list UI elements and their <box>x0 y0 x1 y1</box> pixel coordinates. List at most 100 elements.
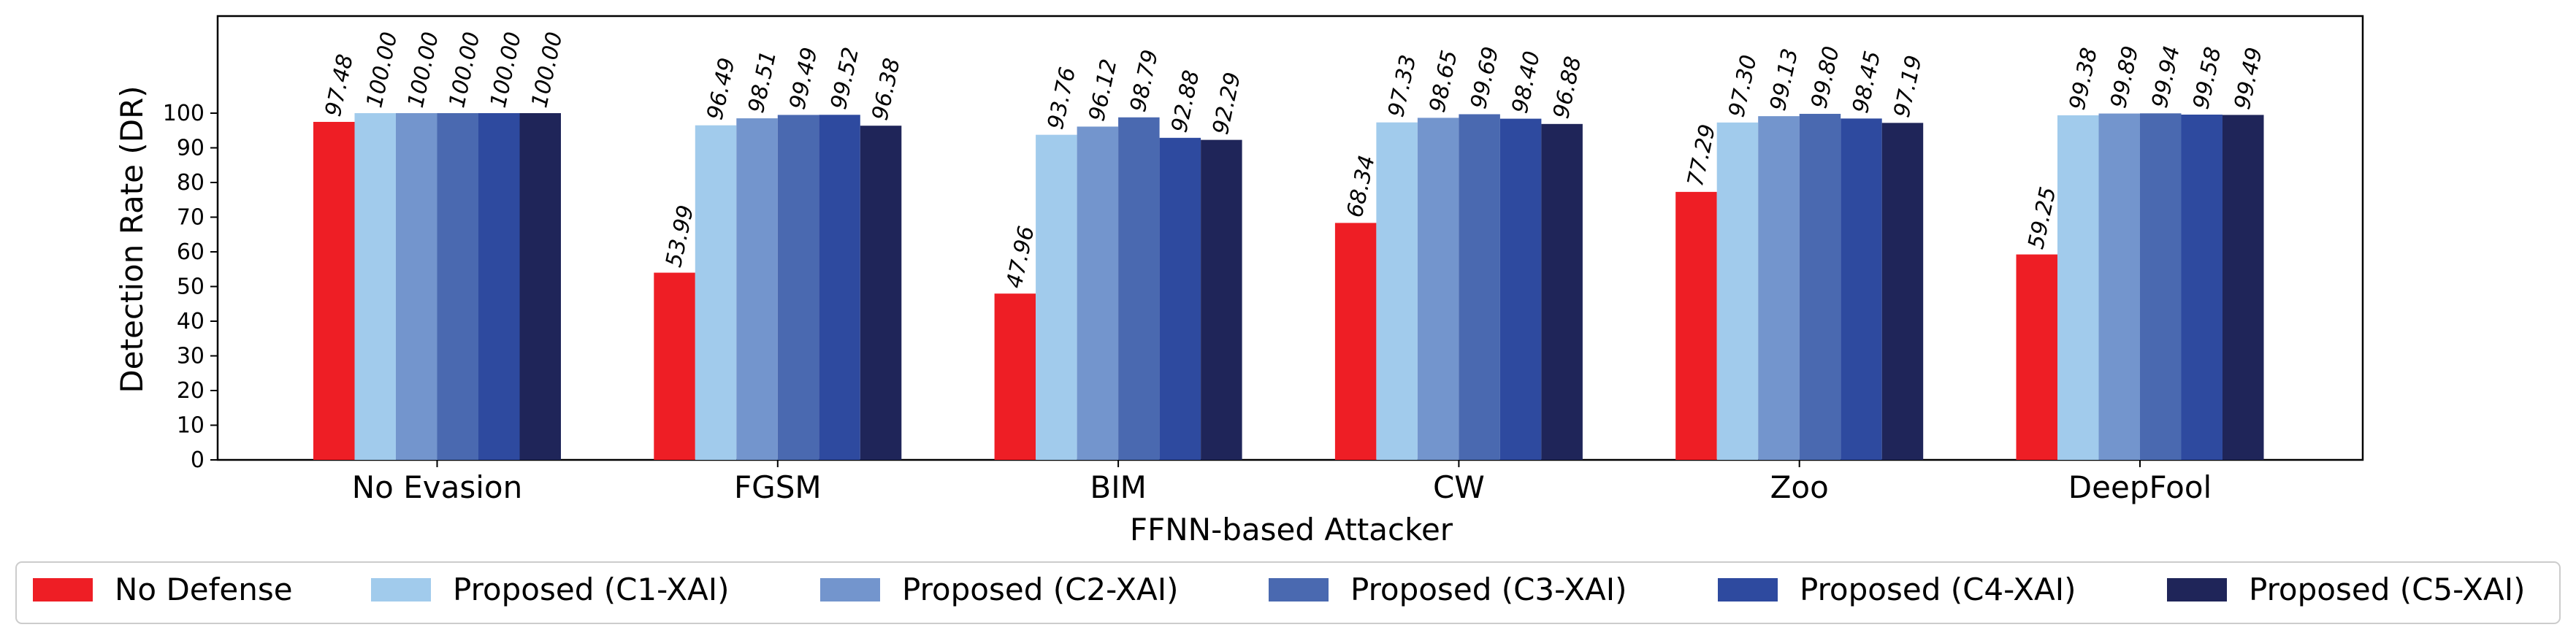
legend-swatch-0 <box>33 578 93 602</box>
bar-2-2 <box>1077 126 1119 460</box>
x-tick-label-0: No Evasion <box>352 469 522 505</box>
y-tick-label-60: 60 <box>177 239 205 265</box>
y-tick-label-20: 20 <box>177 378 205 404</box>
data-label-0-5: 59.25 <box>2023 185 2061 251</box>
bar-5-3 <box>1541 123 1583 460</box>
legend-swatch-1 <box>371 578 431 602</box>
bar-2-1 <box>736 118 778 460</box>
data-label-5-3: 96.88 <box>1548 54 1586 120</box>
y-tick-label-80: 80 <box>177 170 205 196</box>
data-label-1-2: 93.76 <box>1043 65 1081 131</box>
data-label-2-3: 98.65 <box>1425 48 1463 115</box>
data-label-5-2: 92.29 <box>1208 70 1246 137</box>
bar-2-5 <box>2098 113 2140 460</box>
bar-2-0 <box>396 113 437 460</box>
x-tick-label-4: Zoo <box>1770 469 1829 505</box>
bar-0-0 <box>313 121 355 460</box>
data-label-1-5: 99.38 <box>2065 45 2103 112</box>
bar-1-1 <box>695 125 737 461</box>
y-tick-label-10: 10 <box>177 413 205 439</box>
data-label-4-1: 99.52 <box>826 45 864 112</box>
bar-0-2 <box>994 293 1036 460</box>
bar-5-1 <box>860 126 902 460</box>
bar-3-3 <box>1459 114 1500 460</box>
data-label-4-4: 98.45 <box>1848 49 1886 115</box>
data-label-0-4: 77.29 <box>1683 122 1721 188</box>
data-label-4-0: 100.00 <box>486 30 527 110</box>
data-label-2-1: 98.51 <box>744 48 781 115</box>
bar-5-5 <box>2223 115 2264 461</box>
bar-2-3 <box>1417 118 1459 460</box>
bar-0-4 <box>1675 191 1717 460</box>
legend-swatch-3 <box>1269 578 1329 602</box>
bar-1-0 <box>354 113 396 460</box>
bar-3-5 <box>2140 113 2182 460</box>
legend-label-2: Proposed (C2-XAI) <box>902 572 1179 607</box>
legend-label-4: Proposed (C4-XAI) <box>1800 572 2076 607</box>
bar-0-1 <box>654 272 695 460</box>
y-tick-label-100: 100 <box>163 101 205 126</box>
data-label-2-4: 99.13 <box>1765 47 1803 113</box>
legend: No Defense Proposed (C1-XAI) Proposed (C2-… <box>15 561 2561 624</box>
data-label-1-3: 97.33 <box>1383 53 1421 119</box>
y-tick-label-0: 0 <box>191 447 205 473</box>
x-tick-label-5: DeepFool <box>2068 469 2212 505</box>
data-label-2-2: 96.12 <box>1084 57 1122 123</box>
data-label-0-2: 47.96 <box>1001 224 1039 291</box>
y-tick-label-40: 40 <box>177 309 205 334</box>
legend-label-1: Proposed (C1-XAI) <box>453 572 730 607</box>
plot-frame <box>216 15 2364 461</box>
bar-4-4 <box>1841 118 1882 461</box>
bar-1-5 <box>2057 115 2099 460</box>
data-label-5-4: 97.19 <box>1889 53 1927 120</box>
y-axis-title: Detection Rate (DR) <box>114 85 150 393</box>
legend-label-3: Proposed (C3-XAI) <box>1350 572 1627 607</box>
bar-4-5 <box>2181 114 2223 460</box>
data-label-5-1: 96.38 <box>868 56 906 123</box>
legend-swatch-5 <box>2167 578 2227 602</box>
bar-1-4 <box>1716 122 1759 460</box>
data-label-2-0: 100.00 <box>403 30 444 110</box>
bar-2-4 <box>1758 116 1800 460</box>
data-label-5-0: 100.00 <box>527 30 567 110</box>
data-label-0-0: 97.48 <box>321 52 359 118</box>
data-label-0-3: 68.34 <box>1342 153 1380 220</box>
data-labels-layer: 97.48 100.00 100.00 100.00 100.00 100.0053.99… <box>321 30 2268 291</box>
bar-5-0 <box>519 113 561 460</box>
y-tick-label-90: 90 <box>177 136 205 161</box>
data-label-4-5: 99.58 <box>2188 45 2226 111</box>
data-label-0-1: 53.99 <box>661 203 699 269</box>
data-label-1-1: 96.49 <box>703 55 741 122</box>
x-tick-label-1: FGSM <box>734 469 822 505</box>
legend-swatch-2 <box>820 578 880 602</box>
data-label-3-4: 99.80 <box>1807 44 1845 110</box>
axes-layer: 0 10 20 30 40 50 60 70 80 90 100 No Evasion FGSM BIM C… <box>163 15 2364 505</box>
data-label-3-2: 98.79 <box>1125 47 1163 114</box>
y-tick-label-70: 70 <box>177 205 205 231</box>
bar-3-1 <box>777 115 819 461</box>
bar-4-0 <box>478 113 520 460</box>
bar-3-2 <box>1118 117 1160 460</box>
y-tick-label-30: 30 <box>177 344 205 369</box>
x-axis-title: FFNN-based Attacker <box>1130 512 1453 547</box>
bar-0-5 <box>2016 254 2057 460</box>
data-label-2-5: 99.89 <box>2106 44 2144 110</box>
legend-label-5: Proposed (C5-XAI) <box>2249 572 2526 607</box>
data-label-4-3: 98.40 <box>1507 49 1545 115</box>
data-label-1-4: 97.30 <box>1724 53 1762 119</box>
x-tick-label-2: BIM <box>1090 469 1146 505</box>
bar-0-3 <box>1334 223 1377 460</box>
bar-4-3 <box>1499 118 1542 460</box>
legend-swatch-4 <box>1718 578 1778 602</box>
bar-1-2 <box>1036 134 1077 460</box>
x-tick-label-3: CW <box>1433 469 1485 505</box>
data-label-4-2: 92.88 <box>1166 68 1204 134</box>
bar-4-2 <box>1159 137 1201 460</box>
data-label-3-3: 99.69 <box>1466 45 1504 111</box>
data-label-1-0: 100.00 <box>362 30 402 110</box>
y-tick-label-50: 50 <box>177 274 205 300</box>
bar-3-0 <box>437 113 478 460</box>
bar-4-1 <box>819 115 860 460</box>
